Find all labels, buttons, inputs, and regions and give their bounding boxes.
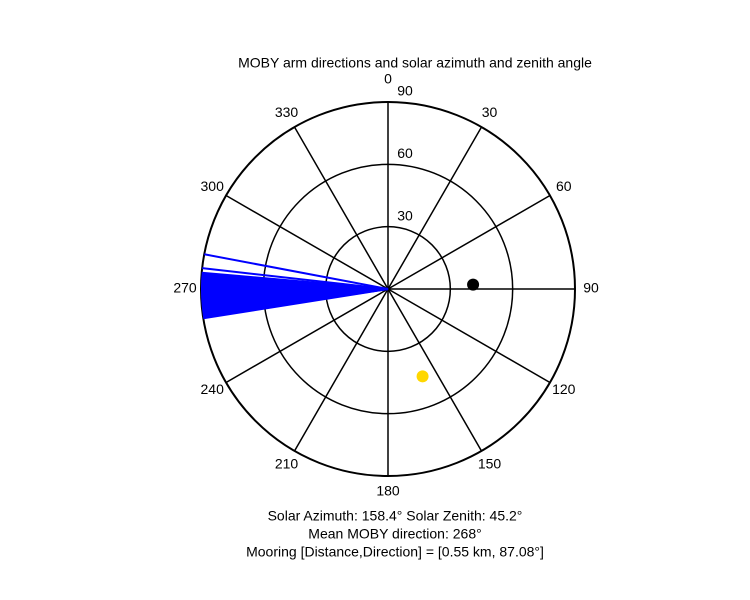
annotation: Solar Azimuth: 158.4° Solar Zenith: 45.2… xyxy=(268,508,523,524)
theta-tick-label: 60 xyxy=(556,178,572,194)
spoke xyxy=(387,126,483,290)
spoke xyxy=(225,194,389,290)
chart-title: MOBY arm directions and solar azimuth an… xyxy=(238,55,592,71)
theta-tick-label: 300 xyxy=(201,178,225,194)
theta-tick-label: 30 xyxy=(482,104,498,120)
annotation: Mooring [Distance,Direction] = [0.55 km,… xyxy=(246,544,544,560)
theta-tick-label: 270 xyxy=(173,280,197,296)
spoke xyxy=(293,288,389,452)
mooring-point xyxy=(467,278,480,291)
arm-direction xyxy=(202,267,389,290)
arm-direction xyxy=(204,253,389,290)
spoke xyxy=(387,194,551,290)
theta-tick-label: 180 xyxy=(376,483,400,499)
annotation: Mean MOBY direction: 268° xyxy=(308,526,481,542)
r-tick-label: 90 xyxy=(397,83,413,99)
spoke xyxy=(225,288,389,384)
theta-tick-label: 0 xyxy=(384,71,392,87)
theta-tick-label: 210 xyxy=(275,456,299,472)
r-tick-label: 60 xyxy=(397,145,413,161)
theta-tick-label: 120 xyxy=(552,381,576,397)
spoke xyxy=(293,126,389,290)
theta-tick-label: 90 xyxy=(583,280,599,296)
r-tick-label: 30 xyxy=(397,207,413,223)
theta-tick-label: 240 xyxy=(201,381,225,397)
solar-point xyxy=(416,370,429,383)
spoke xyxy=(387,288,551,384)
theta-tick-label: 330 xyxy=(275,104,299,120)
theta-tick-label: 150 xyxy=(478,456,502,472)
spoke xyxy=(387,288,483,452)
